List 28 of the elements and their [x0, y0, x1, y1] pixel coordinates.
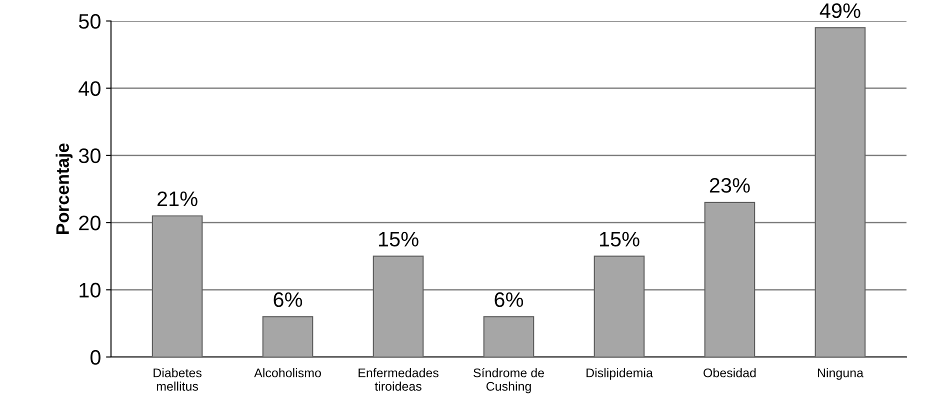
data-label: 49%	[820, 3, 860, 18]
x-tick-label: Enfermedades tiroideas	[358, 368, 438, 391]
data-label: 15%	[600, 232, 640, 247]
x-tick-label: Alcoholismo	[254, 368, 321, 378]
bar	[594, 256, 645, 357]
y-tick-label: 40	[78, 81, 100, 96]
data-label: 23%	[710, 178, 750, 193]
data-label: 21%	[157, 191, 198, 206]
y-tick-label: 0	[90, 350, 100, 365]
data-label: 6%	[274, 292, 302, 308]
x-tick-label: Obesidad	[704, 368, 756, 378]
y-tick-label: 20	[79, 216, 100, 230]
y-tick-label: 30	[78, 148, 100, 164]
bar	[262, 316, 314, 357]
y-axis-title: Porcentaje	[56, 143, 73, 234]
bar	[704, 202, 756, 357]
x-tick-label: Dislipidemia	[586, 368, 653, 380]
bar	[814, 27, 866, 357]
x-tick-label: Ninguna	[818, 368, 864, 380]
bar	[483, 316, 534, 357]
bar	[152, 215, 203, 357]
y-tick-label: 10	[80, 282, 100, 298]
bar	[372, 256, 424, 357]
x-tick-label: Diabetes mellitus	[154, 368, 202, 391]
data-label: 15%	[379, 232, 418, 247]
x-tick-label: Síndrome de Cushing	[474, 368, 544, 394]
y-tick-label: 50	[78, 14, 100, 29]
data-label: 6%	[494, 292, 524, 308]
